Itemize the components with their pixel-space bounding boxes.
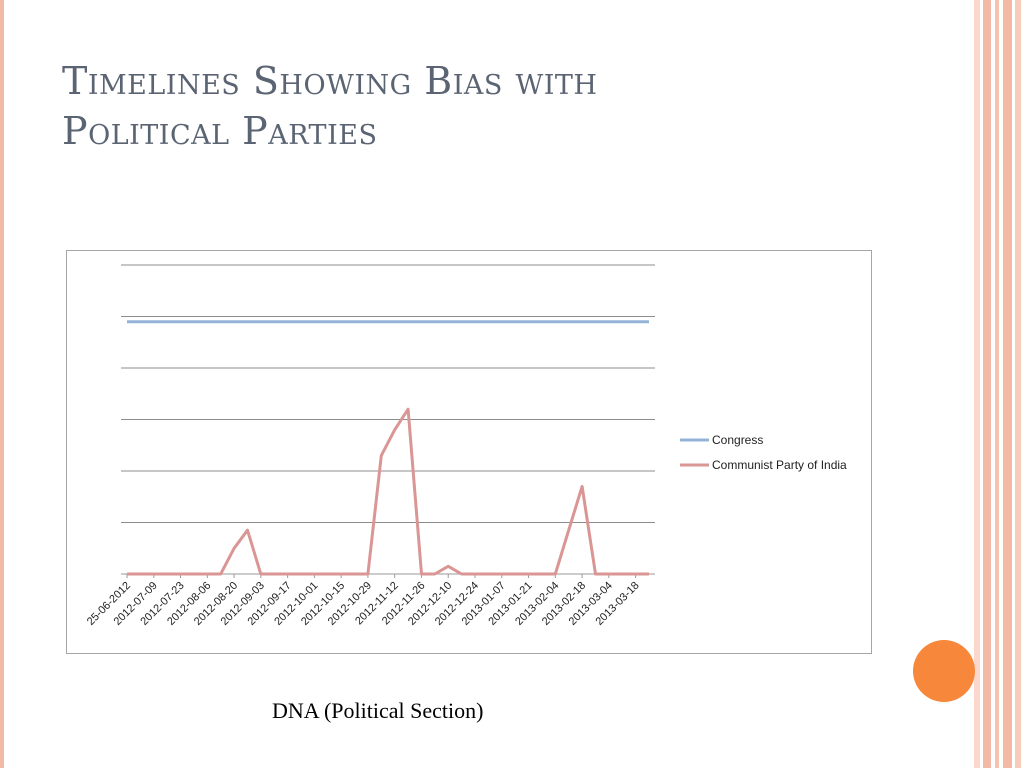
title-line-2: Political Parties [62, 109, 378, 153]
series-line-cpi [127, 407, 649, 576]
title-line-1: Timelines Showing Bias with [62, 59, 598, 103]
left-border-stripe [0, 0, 4, 768]
chart-caption: DNA (Political Section) [272, 698, 484, 723]
accent-circle [913, 640, 975, 702]
slide-title: Timelines Showing Bias with Political Pa… [62, 56, 862, 156]
line-chart: 25-06-2012 2012-07-09 2012-07-23 2012-08-06… [66, 250, 872, 654]
legend-label: Congress [712, 433, 763, 447]
chart-svg: 25-06-20122012-07-092012-07-232012-08-06… [85, 264, 847, 628]
right-decorative-stripes [974, 0, 1024, 768]
legend-label: Communist Party of India [712, 458, 847, 472]
